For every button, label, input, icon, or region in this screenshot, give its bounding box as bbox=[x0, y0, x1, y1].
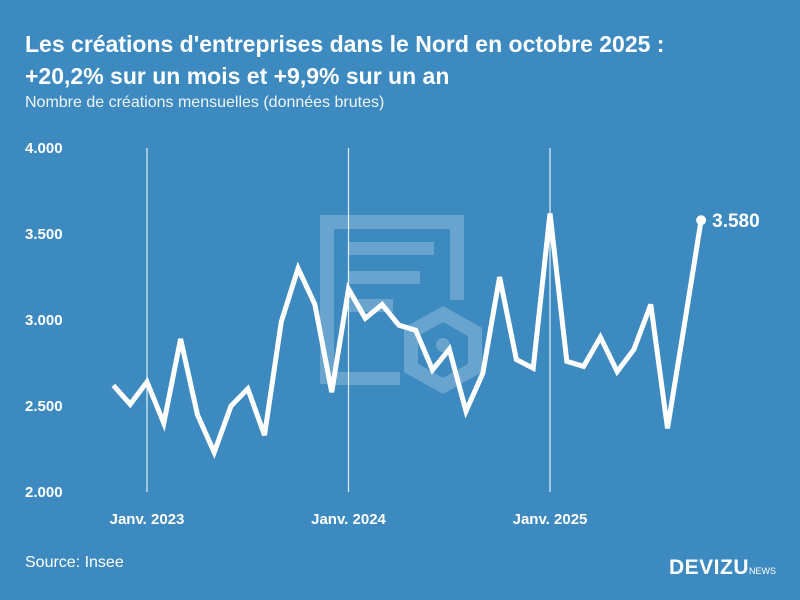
source-note: Source: Insee bbox=[25, 554, 124, 571]
x-tick-label: Janv. 2023 bbox=[110, 511, 185, 528]
y-tick-label: 3.000 bbox=[25, 312, 63, 329]
chart-subtitle: Nombre de créations mensuelles (données … bbox=[25, 94, 385, 111]
devizu-logo: DEVIZUNEWS bbox=[669, 556, 776, 580]
x-tick-label: Janv. 2024 bbox=[311, 511, 386, 528]
watermark-logo-icon bbox=[320, 215, 482, 395]
chart-title: Les créations d'entreprises dans le Nord… bbox=[25, 28, 785, 92]
x-tick-label: Janv. 2025 bbox=[513, 511, 588, 528]
logo-main: DEVIZU bbox=[668, 556, 749, 579]
title-line-2: +20,2% sur un mois et +9,9% sur un an bbox=[25, 63, 450, 89]
y-tick-label: 3.500 bbox=[25, 226, 63, 243]
series-line bbox=[111, 213, 704, 460]
title-line-1: Les créations d'entreprises dans le Nord… bbox=[25, 31, 665, 57]
last-value-label: 3.580 bbox=[712, 211, 760, 232]
data-point bbox=[696, 215, 707, 226]
y-tick-label: 2.500 bbox=[25, 398, 63, 415]
y-tick-label: 2.000 bbox=[25, 484, 63, 501]
logo-sub: NEWS bbox=[749, 566, 776, 576]
y-tick-label: 4.000 bbox=[25, 140, 63, 157]
